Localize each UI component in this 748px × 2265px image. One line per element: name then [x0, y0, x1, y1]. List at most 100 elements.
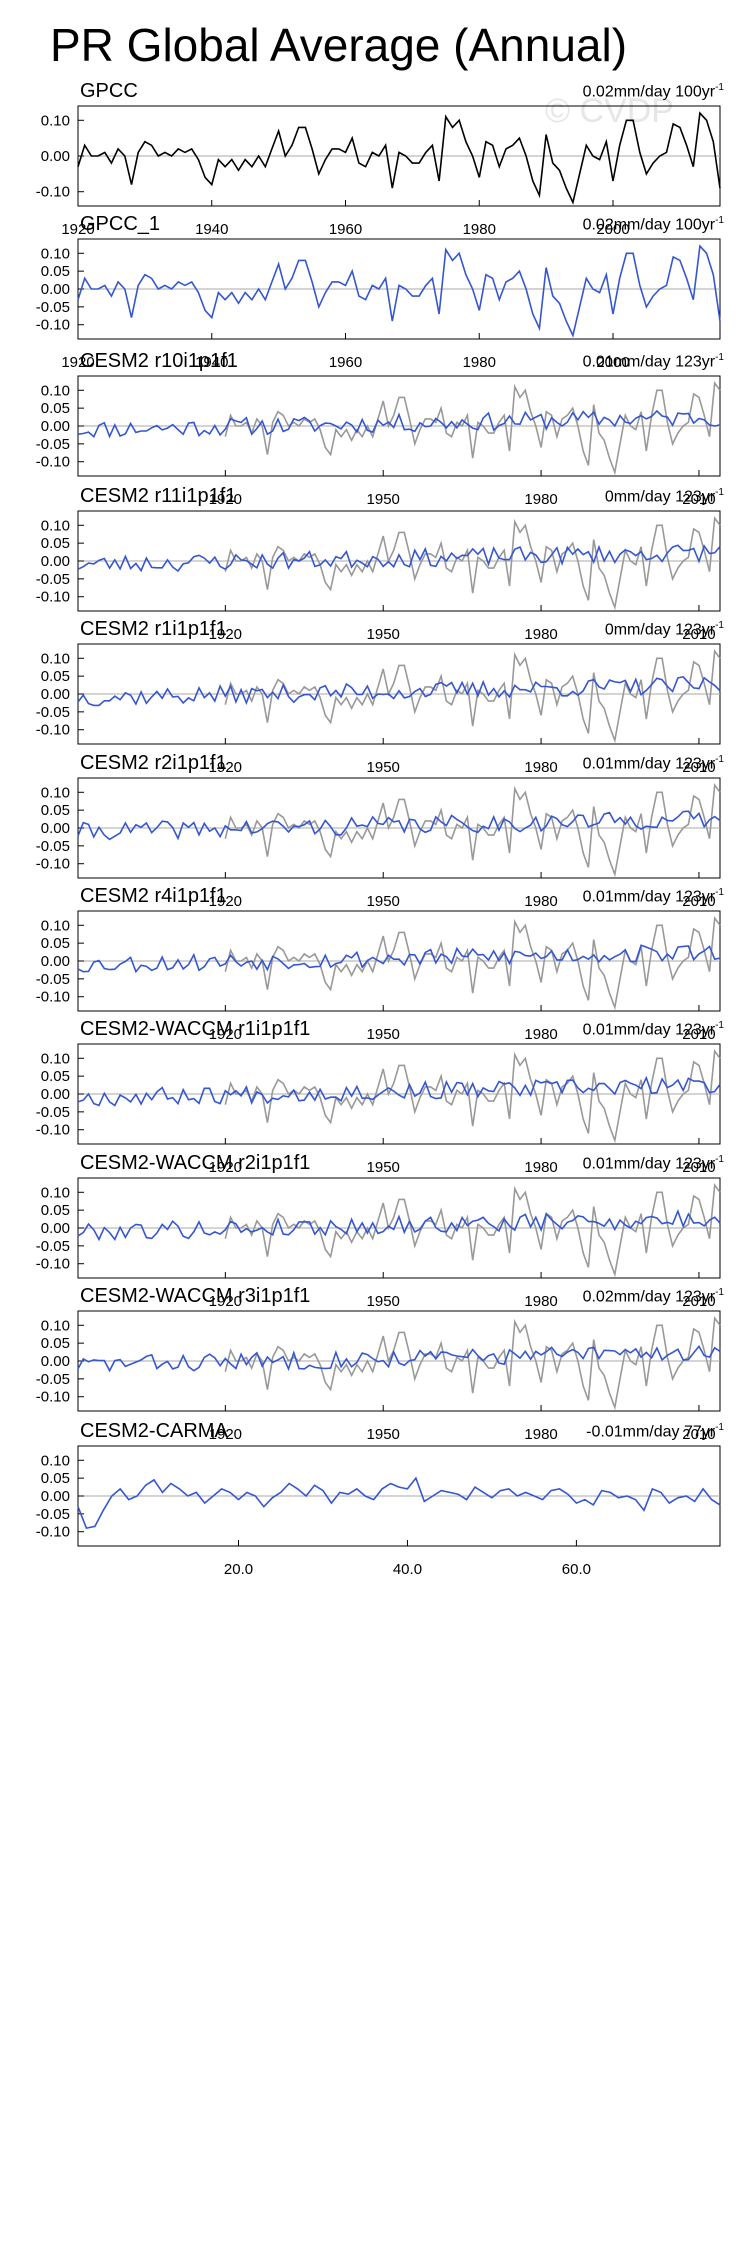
plot-area: 0.100.050.00-0.05-0.10 1920 1950 1980 2010: [36, 375, 721, 508]
x-tick-label: 2010: [682, 1026, 715, 1043]
y-tick-label: 0.00: [41, 148, 70, 165]
x-tick-label: 2010: [682, 491, 715, 508]
trend-value: 0.01mm/day 123yr: [582, 755, 716, 773]
y-tick-label: 0.00: [41, 418, 70, 435]
x-tick-label: 1950: [367, 491, 400, 508]
trend-value: -0.01mm/day 77yr: [586, 1423, 716, 1441]
y-tick-label: -0.05: [36, 838, 70, 855]
chart-panel: CESM2-CARMA -0.01mm/day 77yr-1 0.10 0.05 0.0…: [0, 1420, 748, 1580]
y-tick-label: 0.05: [41, 802, 70, 819]
panel-title: CESM2-WACCM r2i1p1f1: [80, 1152, 311, 1174]
panel-trend: 0.01mm/day 123yr-1: [583, 352, 724, 371]
y-tick-label: -0.10: [36, 184, 70, 201]
x-tick-label: 2010: [682, 1159, 715, 1176]
trend-exponent: -1: [715, 1154, 724, 1165]
chart-panel: GPCC_1 0.02mm/day 100yr-1 0.10 0.05 0.00 -0.0…: [0, 213, 748, 373]
trend-value: 0.01mm/day 123yr: [582, 353, 716, 371]
series-line: [224, 380, 721, 476]
x-tick-label: 1980: [524, 1159, 557, 1176]
x-tick-label: 1950: [367, 1426, 400, 1443]
x-tick-label: 1950: [367, 626, 400, 643]
panel-title: CESM2 r2i1p1f1: [80, 752, 227, 774]
trend-exponent: -1: [715, 620, 724, 631]
series-line: [77, 1344, 721, 1373]
panel-trend: 0.02mm/day 123yr-1: [583, 1287, 724, 1306]
x-tick-label: 1980: [463, 221, 496, 238]
y-tick-label: -0.05: [36, 1371, 70, 1388]
trend-value: 0.02mm/day 100yr: [582, 216, 716, 234]
trend-value: 0.02mm/day 123yr: [582, 1288, 716, 1306]
panel-title: GPCC_1: [80, 213, 161, 235]
x-tick-label: 2010: [682, 759, 715, 776]
series-line: [77, 111, 721, 205]
plot-area: 0.100.050.00-0.05-0.10 1920 1950 1980 2010: [36, 1310, 721, 1443]
plot-area: 0.100.050.00-0.05-0.10 1920 1950 1980 2010: [36, 1043, 721, 1176]
y-tick-label: 0.00: [41, 686, 70, 703]
x-tick-label: 1920: [209, 893, 242, 910]
x-tick-label: 2010: [682, 893, 715, 910]
x-tick-label: 1950: [367, 1026, 400, 1043]
series-line: [77, 1208, 721, 1242]
trend-exponent: -1: [715, 352, 724, 363]
panel-trend: 0.01mm/day 123yr-1: [583, 1020, 724, 1039]
x-tick-label: 1960: [329, 354, 362, 371]
panel-trend: -0.01mm/day 77yr-1: [586, 1422, 724, 1441]
plot-area: 0.100.050.00-0.05-0.10 1920 1940 1960 1980 20…: [36, 238, 721, 371]
series-line: [77, 676, 721, 707]
y-tick-label: -0.10: [36, 317, 70, 334]
panel-title: GPCC: [80, 80, 138, 102]
y-tick-label: -0.05: [36, 704, 70, 721]
y-tick-label: 0.00: [41, 1086, 70, 1103]
y-tick-label: 0.05: [41, 263, 70, 280]
chart-panel: CESM2 r2i1p1f1 0.01mm/day 123yr-1 0.10 0.05…: [0, 752, 748, 912]
x-tick-label: 1920: [209, 1426, 242, 1443]
x-tick-label: 1920: [209, 759, 242, 776]
series-line: [77, 810, 721, 841]
series-line: [77, 1476, 721, 1530]
y-tick-label: -0.10: [36, 454, 70, 471]
panel-title: CESM2 r10i1p1f1: [80, 350, 238, 372]
y-tick-label: -0.10: [36, 856, 70, 873]
y-tick-label: 0.00: [41, 1220, 70, 1237]
x-tick-label: 1980: [524, 1293, 557, 1310]
x-tick-label: 2010: [682, 1426, 715, 1443]
y-tick-label: 0.10: [41, 1452, 70, 1469]
y-tick-label: 0.05: [41, 1470, 70, 1487]
y-tick-label: 0.00: [41, 553, 70, 570]
y-tick-label: -0.05: [36, 1506, 70, 1523]
y-tick-label: -0.10: [36, 1524, 70, 1541]
trend-value: 0.01mm/day 123yr: [582, 1155, 716, 1173]
panel-trend: 0mm/day 123yr-1: [605, 487, 724, 506]
chart-panel: CESM2-WACCM r1i1p1f1 0.01mm/day 123yr-1 0.…: [0, 1018, 748, 1178]
x-tick-label: 1920: [209, 1026, 242, 1043]
x-tick-label: 1950: [367, 1293, 400, 1310]
x-tick-label: 1940: [195, 354, 228, 371]
panel-title: CESM2-WACCM r3i1p1f1: [80, 1285, 311, 1307]
cvdp-watermark: © CVDP: [545, 92, 674, 130]
y-tick-label: 0.05: [41, 668, 70, 685]
y-tick-label: -0.10: [36, 722, 70, 739]
series-line: [77, 244, 721, 338]
x-tick-label: 1920: [209, 1159, 242, 1176]
chart-panel: CESM2 r1i1p1f1 0mm/day 123yr-1 0.10 0.05 0.0…: [0, 618, 748, 778]
y-tick-label: 0.10: [41, 1050, 70, 1067]
x-tick-label: 1950: [367, 759, 400, 776]
y-tick-label: 0.10: [41, 112, 70, 129]
chart-panel: CESM2 r4i1p1f1 0.01mm/day 123yr-1 0.10 0.05…: [0, 885, 748, 1045]
series-line: [77, 1075, 721, 1107]
y-tick-label: -0.10: [36, 989, 70, 1006]
x-tick-label: 1950: [367, 893, 400, 910]
y-tick-label: 0.10: [41, 245, 70, 262]
y-tick-label: 0.05: [41, 1335, 70, 1352]
trend-value: 0.01mm/day 123yr: [582, 1021, 716, 1039]
chart-panel: CESM2-WACCM r3i1p1f1 0.02mm/day 123yr-1 0.…: [0, 1285, 748, 1445]
y-tick-label: 0.00: [41, 1353, 70, 1370]
y-tick-label: 0.10: [41, 1317, 70, 1334]
panel-title: CESM2-CARMA: [80, 1420, 228, 1442]
panel-trend: 0.01mm/day 123yr-1: [583, 887, 724, 906]
y-tick-label: 0.10: [41, 917, 70, 934]
series-line: [77, 544, 721, 573]
x-tick-label: 1980: [524, 893, 557, 910]
y-tick-label: 0.05: [41, 935, 70, 952]
plot-area: 0.100.050.00-0.05-0.10 1920 1950 1980 2010: [36, 1177, 721, 1310]
